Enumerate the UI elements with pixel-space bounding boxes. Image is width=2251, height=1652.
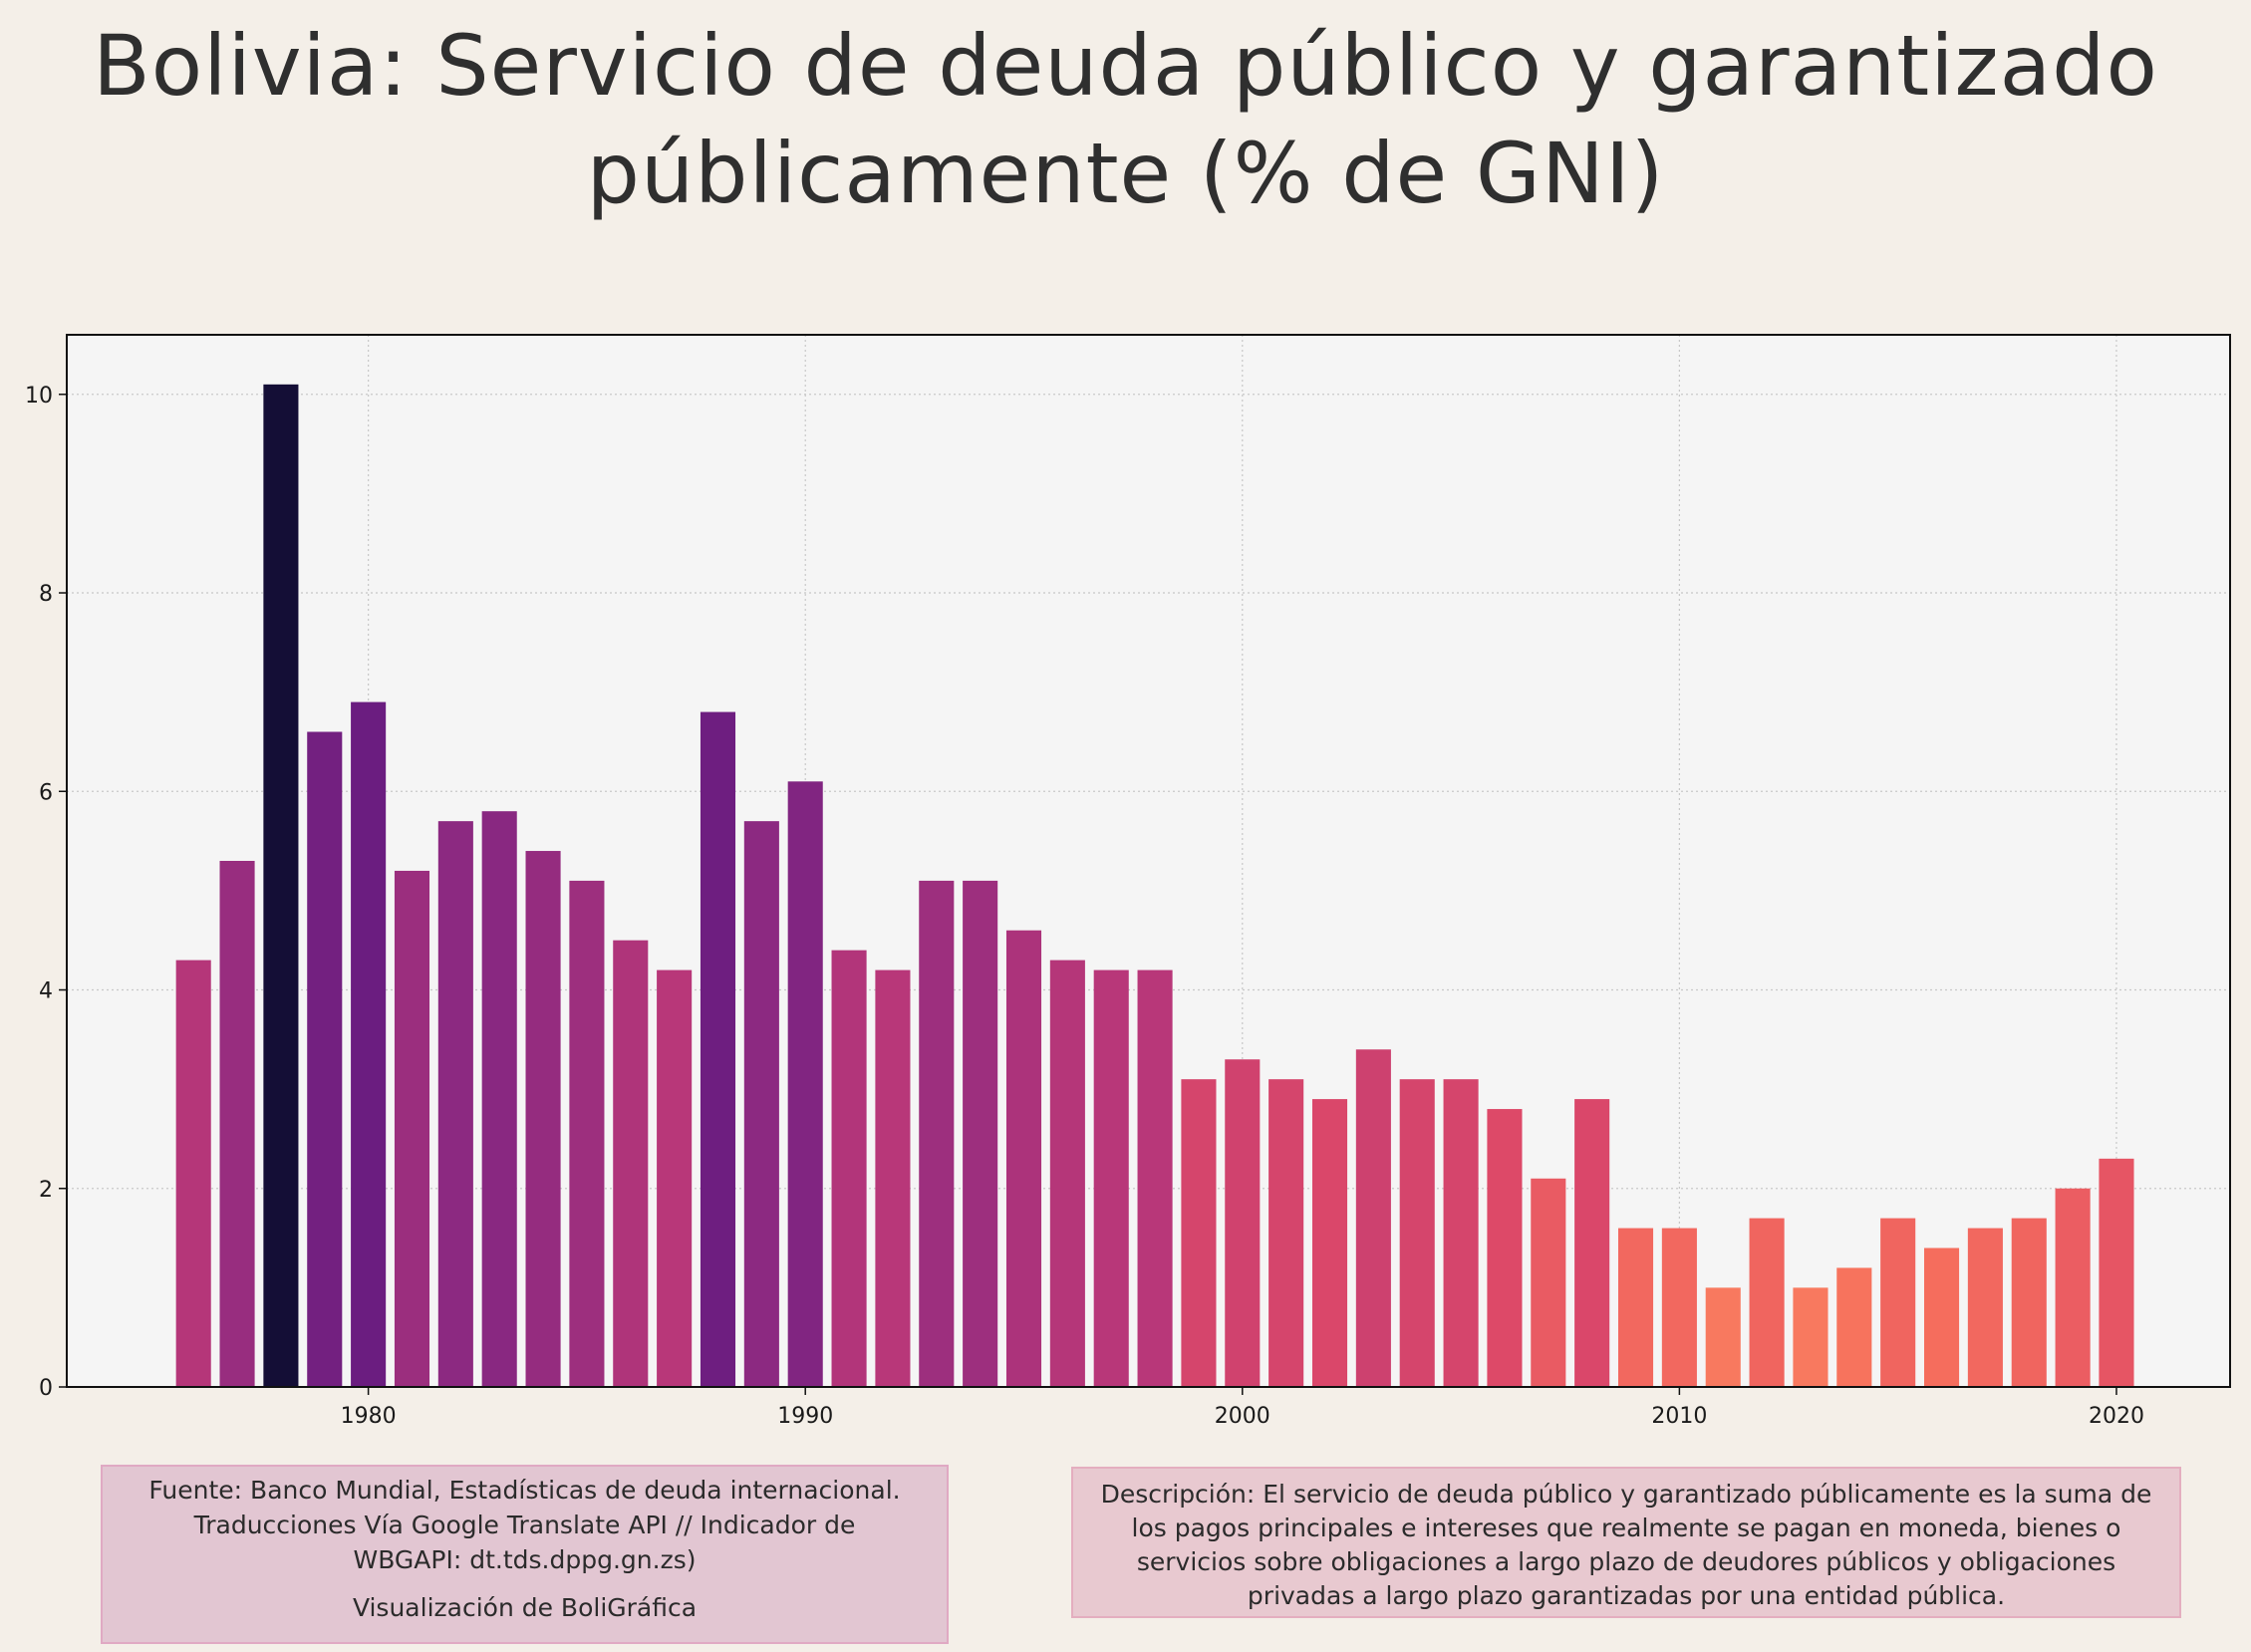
bar-2007 xyxy=(1531,1178,1566,1387)
bar-2003 xyxy=(1355,1049,1391,1387)
bar-1992 xyxy=(875,969,911,1387)
bar-2013 xyxy=(1793,1287,1829,1387)
bar-2000 xyxy=(1225,1059,1261,1387)
bar-2018 xyxy=(2011,1218,2047,1387)
ytick-label: 10 xyxy=(25,384,53,409)
bar-1989 xyxy=(743,821,779,1387)
xtick-label: 2000 xyxy=(1215,1404,1270,1429)
bar-2002 xyxy=(1311,1099,1348,1387)
ytick-label: 2 xyxy=(39,1178,53,1203)
xtick-label: 1990 xyxy=(777,1404,833,1429)
xtick-label: 2010 xyxy=(1651,1404,1707,1429)
title-line-2: públicamente (% de GNI) xyxy=(586,125,1665,222)
bar-1996 xyxy=(1049,960,1085,1387)
bar-1979 xyxy=(307,731,343,1387)
bar-2020 xyxy=(2099,1158,2134,1387)
bar-2009 xyxy=(1617,1228,1654,1387)
credit-line: Visualización de BoliGráfica xyxy=(352,1593,698,1622)
bar-2016 xyxy=(1923,1247,1960,1387)
bar-2011 xyxy=(1705,1287,1741,1387)
bar-1995 xyxy=(1005,930,1042,1387)
ytick-label: 4 xyxy=(39,979,53,1004)
bar-1978 xyxy=(263,384,299,1388)
bar-1991 xyxy=(831,950,867,1387)
bar-1990 xyxy=(787,781,823,1387)
bar-1988 xyxy=(700,711,736,1387)
bar-2005 xyxy=(1443,1079,1479,1387)
source-line-3: WBGAPI: dt.tds.dppg.gn.zs) xyxy=(353,1545,697,1574)
bar-2006 xyxy=(1487,1109,1523,1387)
source-line-1: Fuente: Banco Mundial, Estadísticas de d… xyxy=(148,1476,901,1505)
bar-1993 xyxy=(919,880,955,1387)
source-line-2: Traducciones Vía Google Translate API //… xyxy=(193,1511,856,1539)
bar-2014 xyxy=(1836,1267,1872,1387)
bar-1976 xyxy=(175,960,211,1387)
description-box: Descripción: El servicio de deuda públic… xyxy=(1071,1467,2181,1618)
bar-1987 xyxy=(657,969,693,1387)
bar-1982 xyxy=(437,821,473,1387)
xtick-label: 2020 xyxy=(2089,1404,2144,1429)
bar-1984 xyxy=(525,851,561,1387)
source-box: Fuente: Banco Mundial, Estadísticas de d… xyxy=(101,1465,949,1644)
title-line-1: Bolivia: Servicio de deuda público y gar… xyxy=(93,17,2158,115)
bar-1983 xyxy=(481,811,517,1387)
bar-1980 xyxy=(351,701,387,1387)
bar-2004 xyxy=(1399,1079,1435,1387)
plot-frame xyxy=(66,334,2231,1388)
ytick-label: 6 xyxy=(39,780,53,805)
bar-2019 xyxy=(2055,1188,2091,1387)
bar-2001 xyxy=(1268,1079,1304,1387)
bar-1998 xyxy=(1137,969,1173,1387)
ytick-label: 0 xyxy=(39,1376,53,1401)
bar-chart: 0 2 4 6 8 10 1980 1990 2000 2010 2020 xyxy=(25,334,2231,1429)
xtick-label: 1980 xyxy=(341,1404,397,1429)
chart-title: Bolivia: Servicio de deuda público y gar… xyxy=(0,12,2251,227)
bar-2015 xyxy=(1880,1218,1916,1387)
bar-1985 xyxy=(569,880,605,1387)
bar-2008 xyxy=(1574,1099,1610,1387)
axis-ticks: 0 2 4 6 8 10 1980 1990 2000 2010 2020 xyxy=(25,384,2144,1429)
ytick-label: 8 xyxy=(39,582,53,607)
bar-1981 xyxy=(394,870,430,1387)
bar-1997 xyxy=(1093,969,1129,1387)
bars xyxy=(175,384,2134,1388)
bar-2017 xyxy=(1967,1228,2003,1387)
description-text: Descripción: El servicio de deuda públic… xyxy=(1100,1480,2152,1610)
bar-1986 xyxy=(613,940,649,1387)
bar-2012 xyxy=(1749,1218,1785,1387)
bar-2010 xyxy=(1661,1228,1697,1387)
bar-1999 xyxy=(1181,1079,1217,1387)
bar-1977 xyxy=(219,861,255,1387)
bar-1994 xyxy=(963,880,998,1387)
